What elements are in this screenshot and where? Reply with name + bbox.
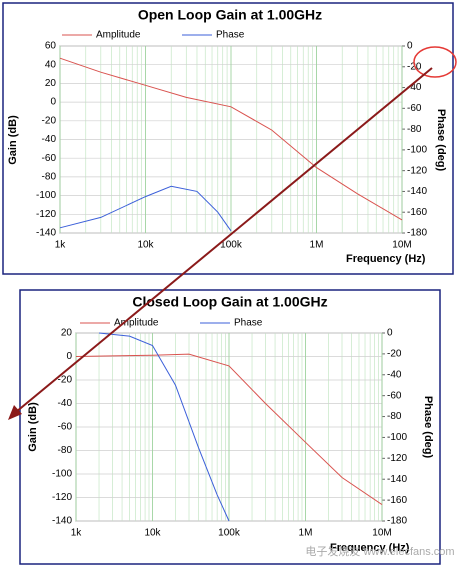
y2-tick-label: 0 — [407, 41, 413, 52]
series-line — [59, 57, 403, 221]
y-tick-label: -20 — [58, 375, 73, 386]
chart-frame — [19, 289, 441, 565]
charts: 60 40 20 0 -20 -40 -60 -80 -100 -120 -140 0 -20 -40 -6… — [7, 7, 447, 554]
x-tick-label: 100k — [220, 240, 243, 251]
x-tick-label: 1M — [299, 528, 313, 539]
y2-tick-label: -20 — [387, 349, 402, 360]
y-tick-label: -40 — [42, 134, 57, 145]
y-tick-label: -120 — [52, 492, 72, 503]
y-tick-label: -40 — [58, 398, 73, 409]
y2-tick-label: -80 — [387, 411, 402, 422]
y-tick-label: 20 — [45, 78, 57, 89]
y2-tick-label: -60 — [387, 390, 402, 401]
y2-tick-label: -160 — [387, 495, 407, 506]
arrow-line — [15, 67, 433, 413]
x-tick-label: 1k — [71, 528, 83, 539]
y2-tick-label: -80 — [407, 124, 422, 135]
y2-tick-label: -160 — [407, 207, 427, 218]
y-tick-label: 0 — [66, 351, 72, 362]
x-tick-label: 10k — [137, 240, 154, 251]
chart-title: Open Loop Gain at 1.00GHz — [138, 7, 322, 23]
y-tick-label: 60 — [45, 41, 57, 52]
y2-tick-label: -140 — [387, 474, 407, 485]
y2-tick-label: -60 — [407, 103, 422, 114]
legend-label: Amplitude — [114, 318, 159, 329]
y-tick-label: -80 — [42, 172, 57, 183]
x-tick-label: 10k — [144, 528, 161, 539]
x-tick-label: 10M — [392, 240, 411, 251]
legend-label: Amplitude — [96, 30, 141, 41]
x-tick-label: 100k — [218, 528, 241, 539]
x-axis-label: Frequency (Hz) — [346, 253, 426, 265]
y-tick-label: -120 — [36, 209, 56, 220]
y2-tick-label: 0 — [387, 328, 393, 339]
highlight-circle — [413, 46, 457, 78]
series-line — [59, 185, 232, 232]
y2-tick-label: -120 — [387, 453, 407, 464]
y-tick-label: -100 — [52, 469, 72, 480]
y2-tick-label: -180 — [407, 228, 427, 239]
y2-tick-label: -40 — [407, 82, 422, 93]
y2-axis-label: Phase (deg) — [435, 109, 447, 172]
arrow-head — [8, 405, 22, 420]
y-tick-label: 40 — [45, 59, 57, 70]
legend-label: Phase — [234, 318, 263, 329]
y2-tick-label: -40 — [387, 369, 402, 380]
series-line — [75, 353, 383, 506]
chart-title: Closed Loop Gain at 1.00GHz — [132, 294, 327, 310]
x-tick-label: 1M — [310, 240, 324, 251]
y-tick-label: -60 — [58, 422, 73, 433]
y2-axis-label: Phase (deg) — [422, 396, 434, 459]
y-axis-label: Gain (dB) — [7, 115, 19, 165]
y2-tick-label: -140 — [407, 186, 427, 197]
y-tick-label: 0 — [50, 97, 56, 108]
y-tick-label: -140 — [52, 516, 72, 527]
y-tick-label: -80 — [58, 445, 73, 456]
y2-tick-label: -100 — [407, 145, 427, 156]
y-tick-label: -140 — [36, 228, 56, 239]
y-tick-label: -20 — [42, 115, 57, 126]
y-axis-label: Gain (dB) — [27, 402, 39, 452]
x-tick-label: 1k — [55, 240, 67, 251]
x-axis-label: Frequency (Hz) — [330, 542, 410, 554]
y-tick-label: 20 — [61, 328, 73, 339]
legend-label: Phase — [216, 30, 245, 41]
x-tick-label: 10M — [372, 528, 391, 539]
y2-tick-label: -180 — [387, 516, 407, 527]
y2-tick-label: -100 — [387, 432, 407, 443]
y2-tick-label: -120 — [407, 165, 427, 176]
y-tick-label: -60 — [42, 153, 57, 164]
watermark: 电子发烧友 www.elecfans.com — [305, 544, 454, 558]
chart-frame — [2, 2, 454, 275]
series-line — [98, 332, 230, 522]
y-tick-label: -100 — [36, 190, 56, 201]
